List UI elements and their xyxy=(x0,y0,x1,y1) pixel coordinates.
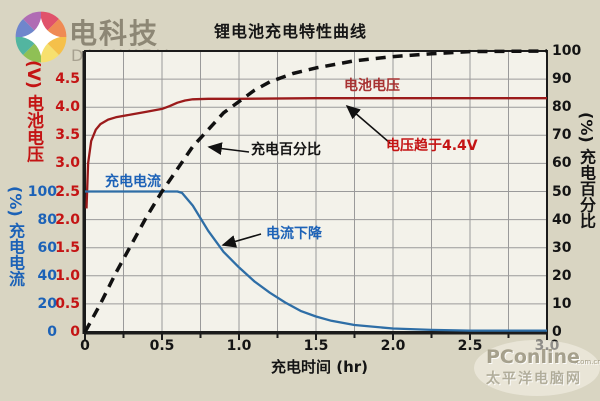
percent-tick-label: 20 xyxy=(552,267,572,284)
current-tick-label: 0 xyxy=(47,324,57,340)
voltage-tick-label: 1.5 xyxy=(55,239,80,256)
x-tick-label: 2.0 xyxy=(380,338,406,354)
label-charge: 充电百分比 xyxy=(251,142,321,158)
percent-tick-label: 70 xyxy=(552,127,572,144)
voltage-tick-label: 1.0 xyxy=(55,267,80,284)
percent-tick-label: 80 xyxy=(552,99,572,116)
percent-axis-title: (%) 充电百分比 xyxy=(577,112,596,229)
label-voltage: 电池电压 xyxy=(344,78,400,94)
percent-tick-label: 90 xyxy=(552,71,572,88)
label-tend: 电压趋于4.4V xyxy=(386,138,478,154)
label-tend-arrow xyxy=(345,104,391,144)
voltage-tick-label: 4.0 xyxy=(55,99,80,116)
x-tick-label: 1.5 xyxy=(303,338,329,354)
current-tick-label: 80 xyxy=(37,211,57,228)
x-tick-label: 0 xyxy=(80,338,90,354)
label-drop-arrow xyxy=(221,233,262,248)
x-axis-title: 充电时间 (hr) xyxy=(271,358,369,376)
label-current: 充电电流 xyxy=(105,174,161,190)
voltage-tick-label: 3.5 xyxy=(55,127,80,144)
voltage-tick-label: 0 xyxy=(70,324,80,340)
label-charge-arrow xyxy=(207,142,250,155)
voltage-tick-label: 0.5 xyxy=(55,295,80,312)
chart-title: 锂电池充电特性曲线 xyxy=(214,22,368,41)
current-tick-label: 40 xyxy=(37,267,57,284)
x-tick-label: 2.5 xyxy=(457,338,483,354)
current-tick-label: 20 xyxy=(37,295,57,312)
percent-tick-label: 100 xyxy=(552,43,582,59)
x-tick-label: 1.0 xyxy=(226,338,252,354)
curve-电池电压 xyxy=(85,97,547,209)
voltage-tick-label: 2.5 xyxy=(55,183,80,200)
percent-tick-label: 10 xyxy=(552,295,572,312)
voltage-tick-label: 2.0 xyxy=(55,211,80,228)
logo-pinwheel-icon xyxy=(15,11,67,63)
label-drop: 电流下降 xyxy=(266,226,322,242)
current-axis-title: (%) 充电电流 xyxy=(6,186,25,287)
watermark-main-text: PConline xyxy=(486,346,580,368)
percent-tick-label: 60 xyxy=(552,155,572,172)
x-tick-label: 0.5 xyxy=(149,338,175,354)
watermark-oval xyxy=(474,340,600,396)
voltage-axis-title: (V) 电池电压 xyxy=(23,60,43,163)
curve-充电百分比 xyxy=(83,49,548,333)
watermark-cn-text: 太平洋电脑网 xyxy=(486,371,582,387)
percent-tick-label: 40 xyxy=(552,211,572,228)
current-tick-label: 100 xyxy=(27,183,57,200)
voltage-tick-label: 3.0 xyxy=(55,155,80,172)
watermark: PConline .com.cn 太平洋电脑网 xyxy=(474,340,600,396)
percent-tick-label: 30 xyxy=(552,239,572,256)
watermark-suffix-text: .com.cn xyxy=(574,358,600,366)
voltage-tick-label: 4.5 xyxy=(55,71,80,88)
logo-brand-text: 电科技 xyxy=(69,17,160,50)
percent-tick-label: 0 xyxy=(552,324,562,340)
curve-充电电流 xyxy=(85,190,547,332)
percent-tick-label: 50 xyxy=(552,183,572,200)
current-tick-label: 60 xyxy=(37,239,57,256)
